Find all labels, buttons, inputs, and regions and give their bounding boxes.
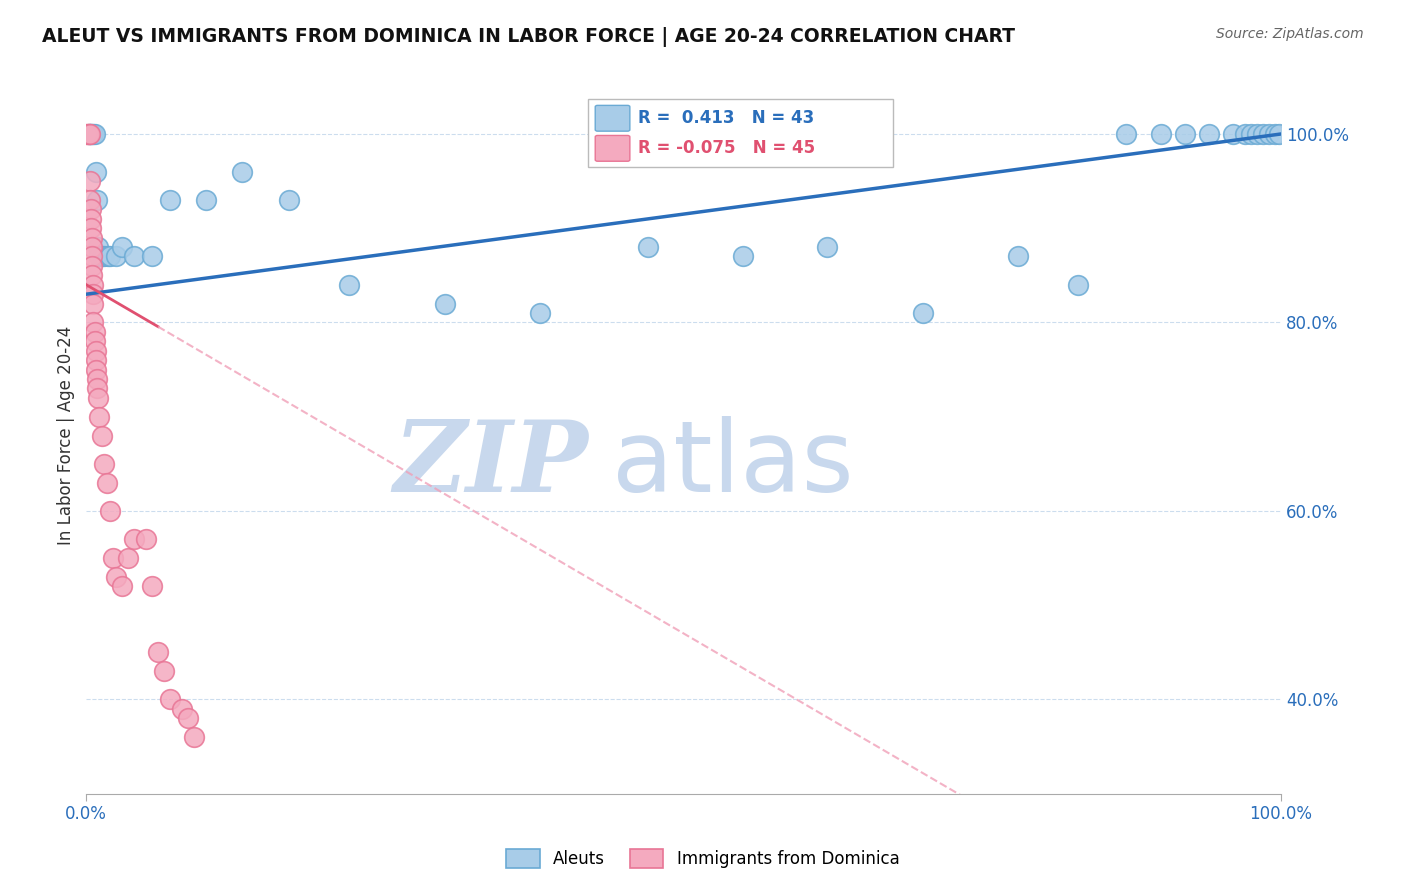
Point xyxy=(117,551,139,566)
Point xyxy=(122,533,145,547)
Text: Source: ZipAtlas.com: Source: ZipAtlas.com xyxy=(1216,27,1364,41)
Point xyxy=(1240,127,1263,141)
Point xyxy=(105,570,128,584)
Point xyxy=(82,316,104,330)
Point xyxy=(815,240,838,254)
Point xyxy=(86,193,108,207)
Text: ALEUT VS IMMIGRANTS FROM DOMINICA IN LABOR FORCE | AGE 20-24 CORRELATION CHART: ALEUT VS IMMIGRANTS FROM DOMINICA IN LAB… xyxy=(42,27,1015,46)
Point xyxy=(82,127,104,141)
Point xyxy=(89,250,111,264)
Point xyxy=(86,372,108,386)
Point xyxy=(76,127,98,141)
Point xyxy=(83,127,105,141)
Point xyxy=(86,381,108,395)
Point xyxy=(146,645,169,659)
Point xyxy=(84,353,107,368)
Text: R = -0.075   N = 45: R = -0.075 N = 45 xyxy=(638,139,815,157)
Point xyxy=(87,240,110,254)
Point xyxy=(93,250,115,264)
Point xyxy=(83,334,105,349)
Point xyxy=(1198,127,1220,141)
Point xyxy=(1067,277,1090,292)
Point xyxy=(82,296,104,310)
Point xyxy=(1258,127,1281,141)
Point xyxy=(159,692,181,706)
Y-axis label: In Labor Force | Age 20-24: In Labor Force | Age 20-24 xyxy=(58,326,75,545)
Point xyxy=(1222,127,1244,141)
Legend: Aleuts, Immigrants from Dominica: Aleuts, Immigrants from Dominica xyxy=(499,842,907,875)
Point xyxy=(194,193,217,207)
Point xyxy=(1267,127,1289,141)
Point xyxy=(278,193,301,207)
Point xyxy=(153,664,176,678)
Point xyxy=(1246,127,1268,141)
Point xyxy=(337,277,360,292)
Point xyxy=(177,711,200,725)
Point xyxy=(77,127,100,141)
Point xyxy=(79,127,101,141)
Text: atlas: atlas xyxy=(612,416,853,513)
FancyBboxPatch shape xyxy=(595,105,630,131)
Point xyxy=(80,221,103,235)
Point xyxy=(82,268,104,283)
FancyBboxPatch shape xyxy=(595,136,630,161)
Point xyxy=(90,250,112,264)
Point xyxy=(111,579,134,593)
Point xyxy=(82,250,104,264)
Point xyxy=(433,296,456,310)
Point xyxy=(170,702,193,716)
Point xyxy=(96,475,118,490)
Point xyxy=(82,240,104,254)
Point xyxy=(141,250,163,264)
FancyBboxPatch shape xyxy=(588,99,893,167)
Point xyxy=(122,250,145,264)
Text: R =  0.413   N = 43: R = 0.413 N = 43 xyxy=(638,109,814,128)
Point xyxy=(1115,127,1137,141)
Point xyxy=(529,306,551,320)
Point xyxy=(231,164,253,178)
Point xyxy=(82,230,104,244)
Point xyxy=(76,127,98,141)
Point xyxy=(1251,127,1274,141)
Point xyxy=(89,409,111,424)
Point xyxy=(911,306,934,320)
Point xyxy=(87,391,110,405)
Point xyxy=(159,193,181,207)
Point xyxy=(82,277,104,292)
Point xyxy=(1234,127,1257,141)
Point xyxy=(98,250,121,264)
Point xyxy=(79,193,101,207)
Point xyxy=(80,127,103,141)
Point xyxy=(80,202,103,217)
Point xyxy=(1150,127,1173,141)
Point xyxy=(183,730,205,744)
Point xyxy=(98,504,121,518)
Point xyxy=(135,533,157,547)
Point xyxy=(1007,250,1029,264)
Point xyxy=(83,325,105,339)
Point xyxy=(84,164,107,178)
Point xyxy=(90,428,112,442)
Point xyxy=(82,287,104,301)
Point xyxy=(637,240,659,254)
Point xyxy=(80,211,103,226)
Point xyxy=(141,579,163,593)
Point xyxy=(97,250,120,264)
Point xyxy=(84,343,107,358)
Text: ZIP: ZIP xyxy=(394,416,588,513)
Point xyxy=(111,240,134,254)
Point xyxy=(733,250,755,264)
Point xyxy=(1264,127,1286,141)
Point xyxy=(82,127,104,141)
Point xyxy=(79,127,101,141)
Point xyxy=(105,250,128,264)
Point xyxy=(82,259,104,273)
Point xyxy=(77,127,100,141)
Point xyxy=(93,457,115,471)
Point xyxy=(101,551,124,566)
Point xyxy=(79,174,101,188)
Point xyxy=(84,362,107,376)
Point xyxy=(1174,127,1197,141)
Point xyxy=(77,127,100,141)
